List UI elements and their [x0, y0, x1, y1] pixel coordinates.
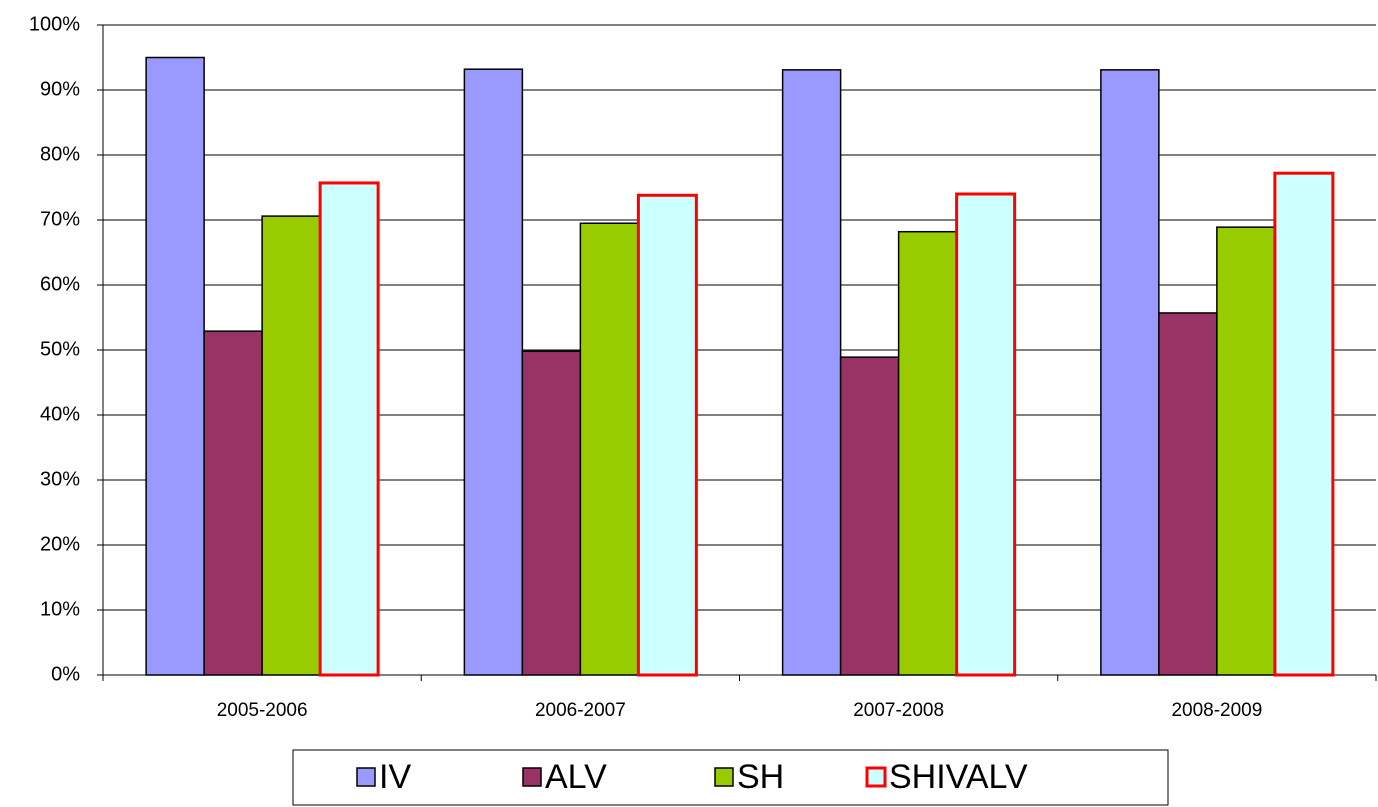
y-tick-label: 20%	[40, 533, 80, 555]
legend-label: SH	[737, 758, 784, 796]
bar	[1100, 69, 1160, 676]
legend-swatch	[522, 767, 542, 787]
y-tick-label: 80%	[40, 143, 80, 165]
bar	[261, 215, 321, 676]
bar	[1216, 226, 1276, 676]
legend-label: IV	[379, 758, 411, 796]
legend-label: ALV	[545, 758, 607, 796]
legend-swatch	[356, 767, 376, 787]
bar	[1273, 171, 1335, 677]
bar	[1158, 312, 1218, 676]
bar	[521, 350, 582, 676]
bar	[781, 69, 842, 676]
legend-swatch	[865, 766, 887, 788]
bar	[203, 330, 263, 676]
x-tick-label: 2008-2009	[1171, 700, 1262, 721]
x-tick-label: 2007-2008	[853, 700, 944, 721]
y-tick-label: 40%	[40, 403, 80, 425]
y-tick-label: 0%	[51, 663, 80, 685]
legend-label: SHIVALV	[889, 758, 1028, 796]
bar	[463, 68, 524, 676]
x-tick-label: 2006-2007	[535, 700, 626, 721]
legend-swatch	[714, 767, 734, 787]
bar	[955, 192, 1017, 677]
x-tick-label: 2005-2006	[217, 700, 308, 721]
y-tick-label: 100%	[29, 13, 80, 35]
bar	[145, 56, 205, 676]
bar	[636, 193, 698, 677]
bar	[897, 230, 958, 676]
y-tick-label: 60%	[40, 273, 80, 295]
bar	[318, 181, 380, 677]
y-tick-label: 30%	[40, 468, 80, 490]
bar	[579, 222, 640, 676]
y-tick-label: 50%	[40, 338, 80, 360]
y-tick-label: 10%	[40, 598, 80, 620]
bar	[839, 356, 900, 676]
y-tick-label: 90%	[40, 78, 80, 100]
y-tick-label: 70%	[40, 208, 80, 230]
